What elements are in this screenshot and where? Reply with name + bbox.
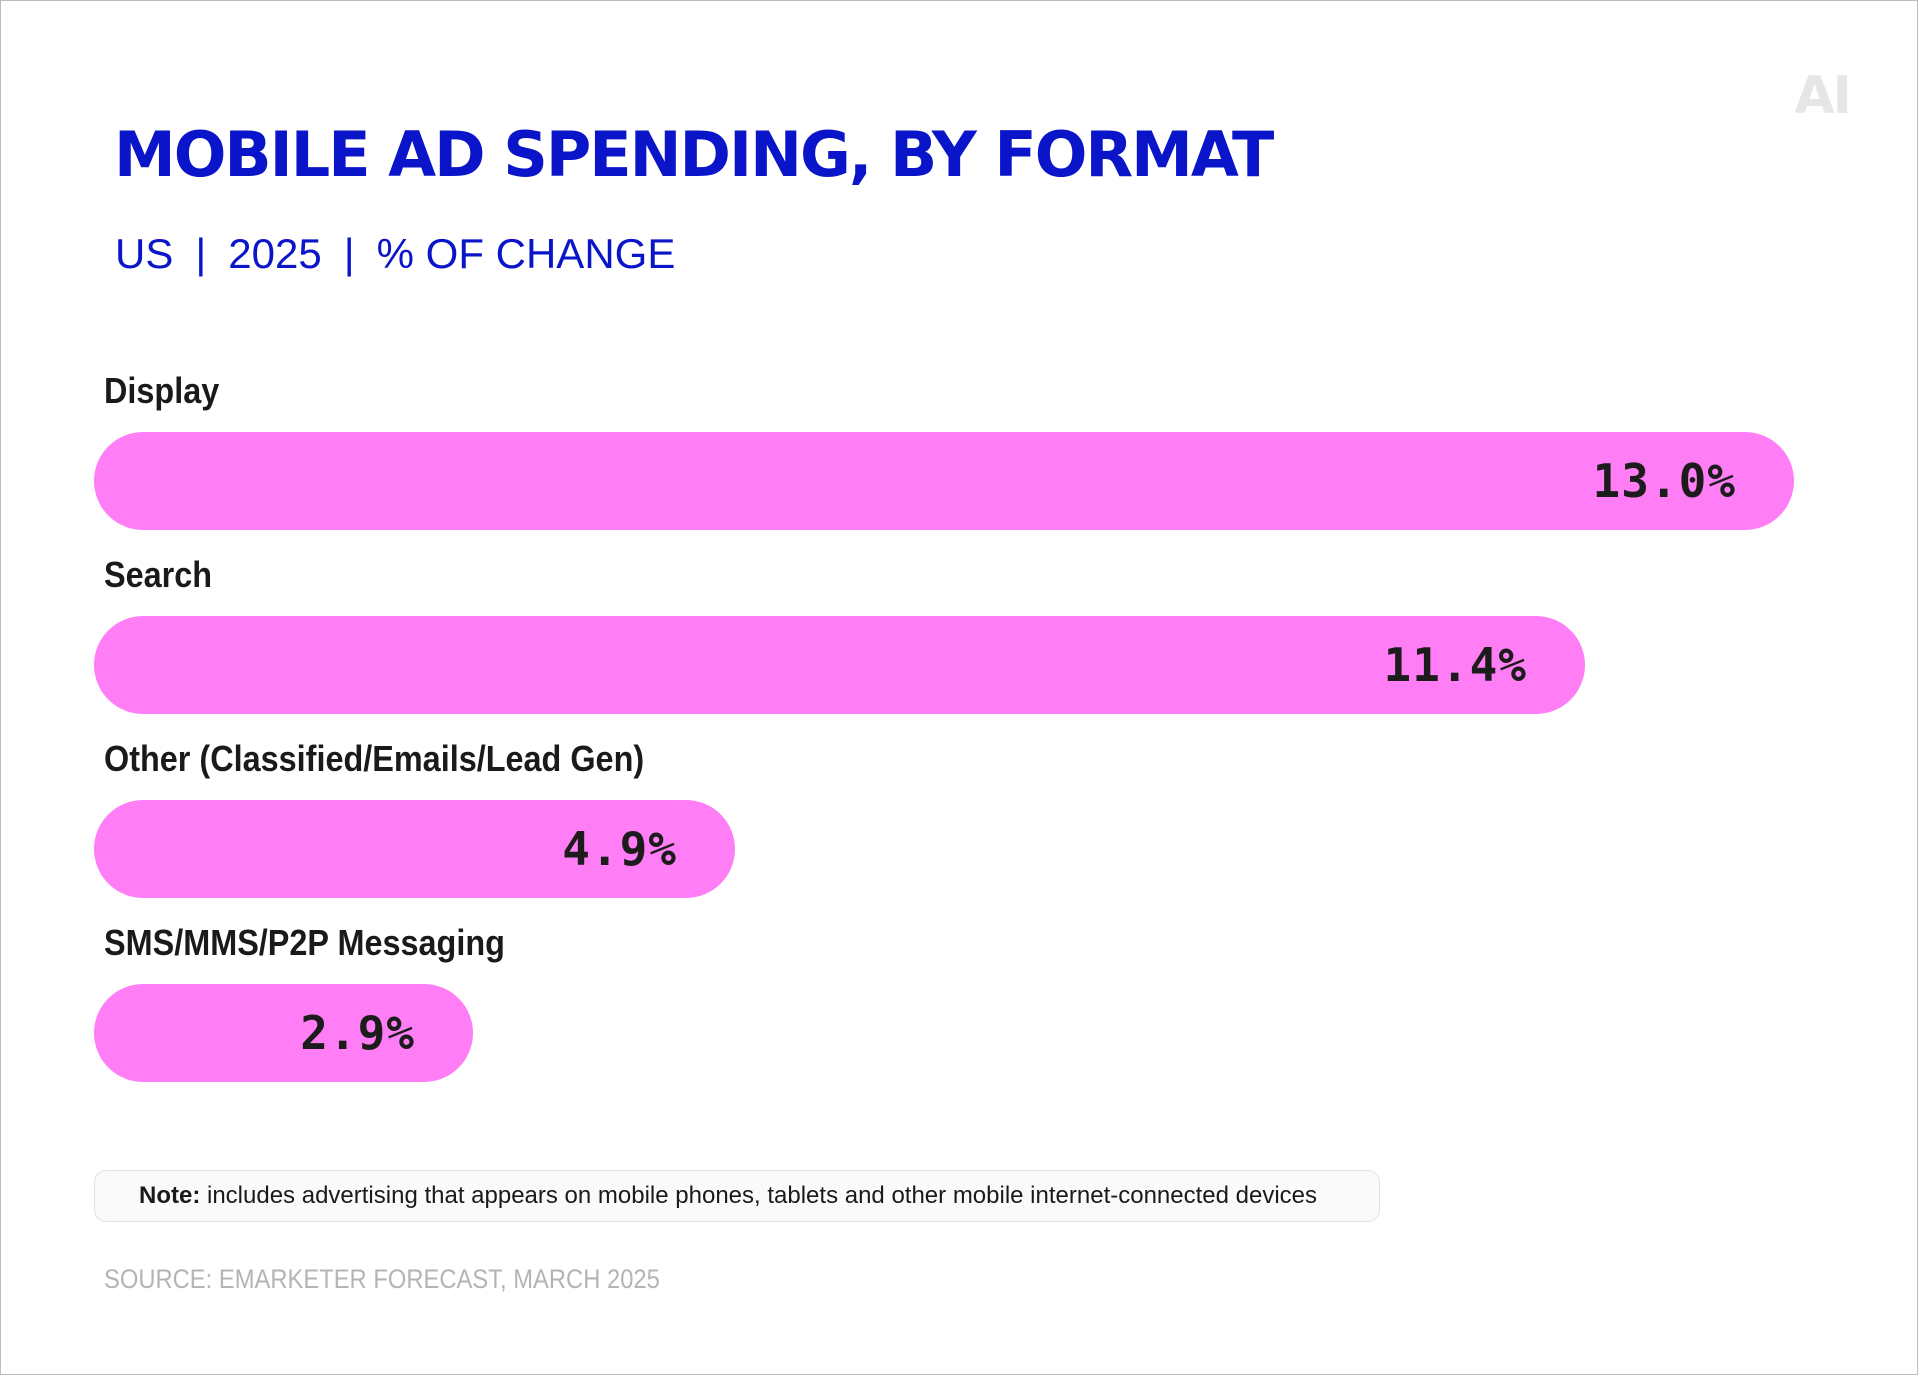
category-label: Other (Classified/Emails/Lead Gen) (104, 738, 645, 779)
footnote: Note: includes advertising that appears … (94, 1170, 1380, 1222)
bar: 11.4% (94, 616, 1585, 714)
category-label: SMS/MMS/P2P Messaging (104, 922, 505, 963)
subtitle-separator: | (343, 230, 355, 277)
category-label: Search (104, 554, 213, 595)
bar-value-label: 4.9% (562, 822, 677, 876)
subtitle-region: US (115, 230, 174, 277)
bar-value-label: 11.4% (1383, 638, 1527, 692)
bar: 13.0% (94, 432, 1794, 530)
brand-logo: AI (1794, 66, 1852, 126)
bar: 2.9% (94, 984, 473, 1082)
subtitle-year: 2025 (228, 230, 322, 277)
category-label: Display (104, 370, 220, 411)
source-line: SOURCE: EMARKETER FORECAST, MARCH 2025 (104, 1264, 660, 1294)
note-text: includes advertising that appears on mob… (207, 1182, 1318, 1209)
note-label: Note: (139, 1182, 201, 1209)
bar: 4.9% (94, 800, 735, 898)
chart-subtitle: US | 2025 | % OF CHANGE (115, 230, 675, 278)
subtitle-separator: | (195, 230, 207, 277)
bar-value-label: 2.9% (300, 1006, 415, 1060)
chart-title: MOBILE AD SPENDING, BY FORMAT (114, 118, 1274, 191)
subtitle-metric: % OF CHANGE (376, 230, 676, 277)
bar-value-label: 13.0% (1592, 454, 1736, 508)
